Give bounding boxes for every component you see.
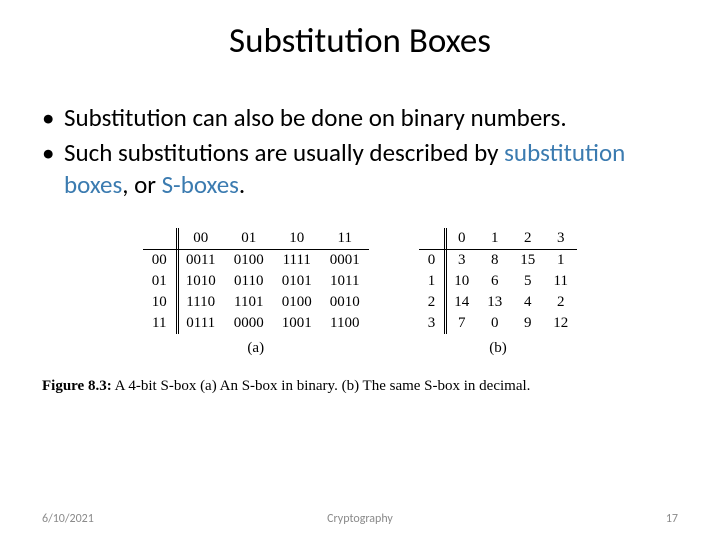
row-header: 00 [143,249,177,271]
row-header: 3 [419,313,445,334]
bullet-list: Substitution can also be done on binary … [42,102,678,200]
cell: 1101 [225,292,273,313]
cell: 10 [445,271,479,292]
figure-label: Figure 8.3: [42,378,112,394]
cell: 1110 [176,292,225,313]
cell: 4 [511,292,544,313]
col-header: 1 [478,228,511,250]
cell: 0111 [176,313,225,334]
table-corner [143,228,177,250]
cell: 0 [478,313,511,334]
cell: 8 [478,249,511,271]
cell: 7 [445,313,479,334]
figure-caption: Figure 8.3: A 4-bit S-box (a) An S-box i… [0,357,720,398]
slide-title: Substitution Boxes [0,0,720,72]
cell: 0010 [321,292,369,313]
col-header: 3 [544,228,577,250]
table-corner [419,228,445,250]
cell: 0001 [321,249,369,271]
cell: 14 [445,292,479,313]
cell: 1 [544,249,577,271]
col-header: 0 [445,228,479,250]
table-a-label: (a) [143,334,369,357]
cell: 1010 [176,271,225,292]
cell: 1111 [273,249,321,271]
row-header: 1 [419,271,445,292]
cell: 1011 [321,271,369,292]
bullet-item: Substitution can also be done on binary … [42,102,678,133]
cell: 1001 [273,313,321,334]
content-area: Substitution can also be done on binary … [0,72,720,357]
cell: 0101 [273,271,321,292]
cell: 0011 [176,249,225,271]
cell: 9 [511,313,544,334]
col-header: 00 [176,228,225,250]
row-header: 01 [143,271,177,292]
col-header: 10 [273,228,321,250]
cell: 5 [511,271,544,292]
col-header: 2 [511,228,544,250]
table-a-block: 00 01 10 11 00 0011 0100 1111 0001 01 10… [143,228,369,357]
row-header: 2 [419,292,445,313]
cell: 1100 [321,313,369,334]
cell: 12 [544,313,577,334]
cell: 6 [478,271,511,292]
row-header: 10 [143,292,177,313]
row-header: 0 [419,249,445,271]
cell: 11 [544,271,577,292]
cell: 0110 [225,271,273,292]
figure-wrap: 00 01 10 11 00 0011 0100 1111 0001 01 10… [42,228,678,357]
cell: 15 [511,249,544,271]
table-b-label: (b) [419,334,578,357]
table-b-block: 0 1 2 3 0 3 8 15 1 1 10 6 5 11 [419,228,578,357]
cell: 13 [478,292,511,313]
cell: 3 [445,249,479,271]
cell: 0100 [273,292,321,313]
sbox-table-a: 00 01 10 11 00 0011 0100 1111 0001 01 10… [143,228,369,334]
term-s-boxes: S-boxes [162,169,239,200]
cell: 0100 [225,249,273,271]
caption-text: A 4-bit S-box (a) An S-box in binary. (b… [112,378,531,394]
cell: 0000 [225,313,273,334]
slide-footer: 6/10/2021 Cryptography 17 [0,512,720,526]
term-substitution-boxes: substitution boxes [64,137,625,199]
col-header: 11 [321,228,369,250]
row-header: 11 [143,313,177,334]
footer-date: 6/10/2021 [42,512,94,526]
bullet-item: Such substitutions are usually described… [42,137,678,200]
col-header: 01 [225,228,273,250]
footer-center: Cryptography [327,512,393,526]
cell: 2 [544,292,577,313]
sbox-table-b: 0 1 2 3 0 3 8 15 1 1 10 6 5 11 [419,228,578,334]
footer-page-number: 17 [666,512,678,526]
